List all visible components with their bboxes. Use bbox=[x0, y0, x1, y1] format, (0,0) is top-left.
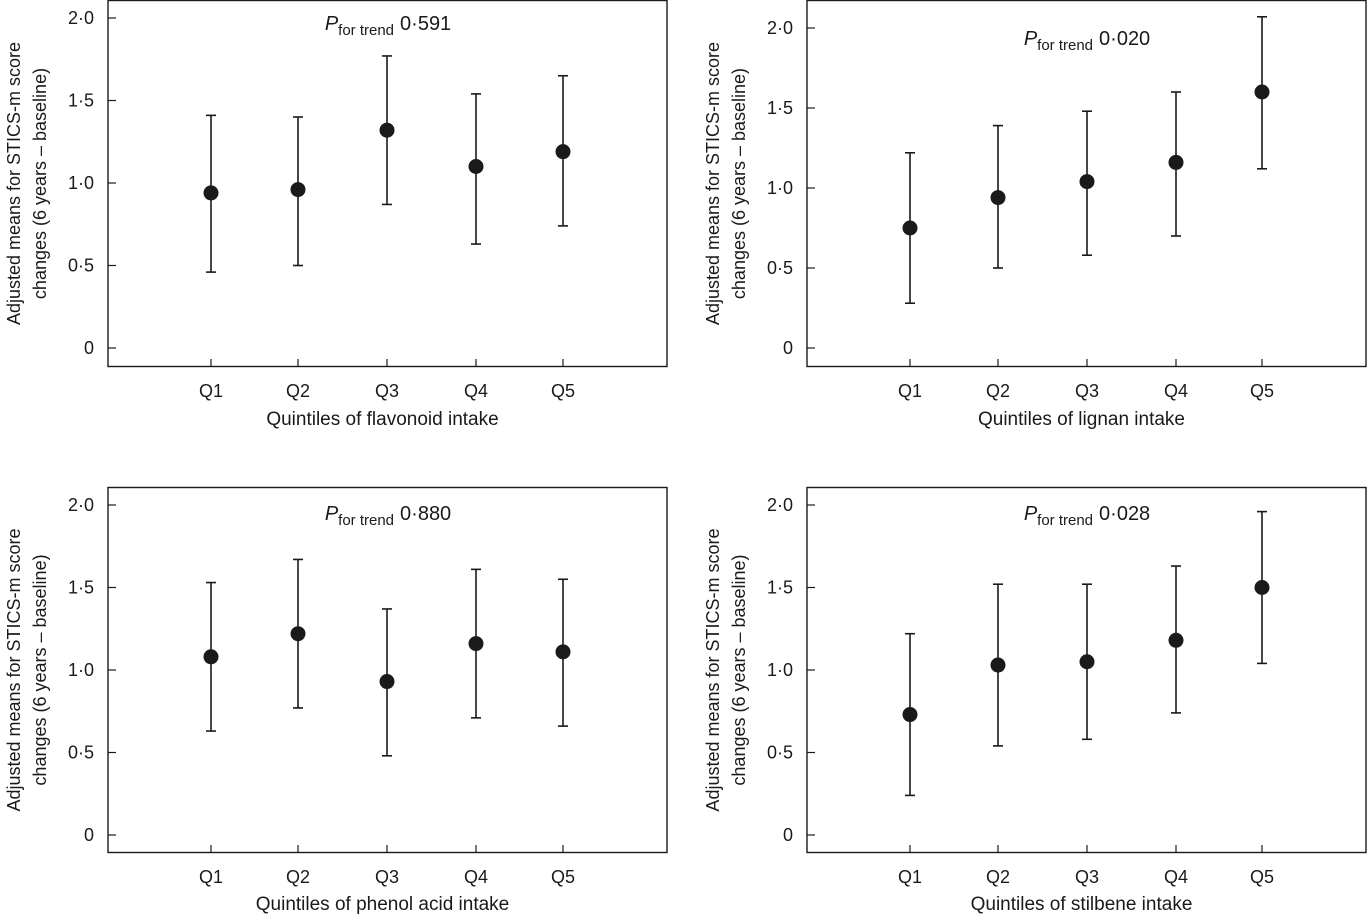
data-point bbox=[902, 220, 918, 236]
y-tick-label: 0·5 bbox=[767, 258, 793, 278]
p-value: 0·591 bbox=[400, 13, 451, 35]
data-point bbox=[468, 159, 484, 174]
y-tick-label: 1·5 bbox=[68, 91, 94, 111]
y-tick-label: 1·0 bbox=[767, 178, 793, 198]
p-symbol: P bbox=[1024, 28, 1038, 50]
y-tick-label: 2·0 bbox=[767, 18, 793, 38]
y-axis-label-line-2: changes (6 years – baseline) bbox=[729, 554, 749, 785]
y-tick-label: 1·0 bbox=[767, 660, 793, 680]
x-tick-label: Q4 bbox=[464, 381, 488, 401]
x-tick-label: Q3 bbox=[375, 381, 399, 401]
y-tick-label: 0·5 bbox=[68, 256, 94, 276]
y-axis-label-line-1: Adjusted means for STICS-m score bbox=[703, 528, 723, 811]
x-axis-label: Quintiles of stilbene intake bbox=[971, 894, 1193, 915]
x-tick-label: Q1 bbox=[898, 381, 922, 401]
x-tick-label: Q2 bbox=[286, 867, 310, 887]
data-point bbox=[990, 190, 1006, 206]
y-axis-label-line-2: changes (6 years – baseline) bbox=[30, 68, 50, 299]
p-symbol: P bbox=[325, 503, 339, 525]
x-tick-label: Q1 bbox=[199, 381, 223, 401]
x-tick-label: Q1 bbox=[199, 867, 223, 887]
data-point bbox=[203, 649, 219, 665]
data-point bbox=[290, 626, 306, 642]
y-tick-label: 0 bbox=[84, 338, 94, 358]
data-point bbox=[1079, 174, 1095, 190]
x-axis-label: Quintiles of flavonoid intake bbox=[266, 409, 498, 430]
x-tick-label: Q2 bbox=[986, 867, 1010, 887]
y-tick-label: 1·0 bbox=[68, 173, 94, 193]
p-symbol: P bbox=[325, 13, 339, 35]
x-tick-label: Q2 bbox=[286, 381, 310, 401]
chart-panel-1: 0 0·5 1·0 1·5 2·0 Q1 Q2 Q3 Q4 Q5 Quintiles of flav… bbox=[4, 0, 668, 430]
x-tick-label: Q4 bbox=[464, 867, 488, 887]
p-trend-annotation: Pfor trend 0·028 bbox=[1024, 503, 1150, 529]
p-value: 0·020 bbox=[1099, 28, 1150, 50]
y-tick-label: 0 bbox=[84, 825, 94, 845]
x-tick-label: Q3 bbox=[375, 867, 399, 887]
p-subscript: for trend bbox=[338, 512, 394, 529]
data-point bbox=[555, 144, 571, 160]
data-point bbox=[1168, 632, 1184, 648]
data-point bbox=[468, 636, 484, 652]
data-point bbox=[379, 674, 395, 690]
x-tick-label: Q5 bbox=[1250, 381, 1274, 401]
x-tick-label: Q4 bbox=[1164, 867, 1188, 887]
data-point bbox=[1168, 154, 1184, 170]
y-axis-label-line-2: changes (6 years – baseline) bbox=[729, 68, 749, 299]
y-tick-label: 0·5 bbox=[68, 743, 94, 763]
x-tick-label: Q2 bbox=[986, 381, 1010, 401]
y-tick-label: 1·0 bbox=[68, 660, 94, 680]
p-value: 0·028 bbox=[1099, 503, 1150, 525]
y-tick-label: 2·0 bbox=[767, 495, 793, 515]
x-tick-label: Q5 bbox=[551, 867, 575, 887]
y-axis-label-line-1: Adjusted means for STICS-m score bbox=[703, 42, 723, 325]
data-point bbox=[379, 122, 395, 138]
y-tick-label: 0 bbox=[783, 338, 793, 358]
chart-panel-4: 0 0·5 1·0 1·5 2·0 Q1 Q2 Q3 Q4 Q5 Quintiles of stil… bbox=[703, 486, 1367, 915]
p-subscript: for trend bbox=[338, 22, 394, 39]
p-value: 0·880 bbox=[400, 503, 451, 525]
y-axis-label-line-2: changes (6 years – baseline) bbox=[30, 554, 50, 785]
data-point bbox=[1254, 84, 1270, 100]
p-symbol: P bbox=[1024, 503, 1038, 525]
p-subscript: for trend bbox=[1037, 512, 1093, 529]
y-axis-label-line-1: Adjusted means for STICS-m score bbox=[4, 42, 24, 325]
data-point bbox=[990, 657, 1006, 673]
y-tick-label: 1·5 bbox=[68, 578, 94, 598]
x-tick-label: Q3 bbox=[1075, 381, 1099, 401]
y-tick-label: 2·0 bbox=[68, 495, 94, 515]
x-tick-label: Q5 bbox=[551, 381, 575, 401]
data-point bbox=[902, 707, 918, 723]
chart-panel-2: 0 0·5 1·0 1·5 2·0 Q1 Q2 Q3 Q4 Q5 Quintiles of lign… bbox=[703, 0, 1367, 430]
data-point bbox=[290, 182, 306, 198]
p-trend-annotation: Pfor trend 0·591 bbox=[325, 13, 451, 39]
x-tick-label: Q3 bbox=[1075, 867, 1099, 887]
p-subscript: for trend bbox=[1037, 37, 1093, 54]
y-tick-label: 2·0 bbox=[68, 8, 94, 28]
x-tick-label: Q1 bbox=[898, 867, 922, 887]
p-trend-annotation: Pfor trend 0·020 bbox=[1024, 28, 1150, 54]
x-axis-label: Quintiles of phenol acid intake bbox=[256, 894, 510, 915]
y-axis-label-line-1: Adjusted means for STICS-m score bbox=[4, 528, 24, 811]
x-tick-label: Q4 bbox=[1164, 381, 1188, 401]
data-point bbox=[555, 644, 571, 660]
data-point bbox=[203, 185, 219, 201]
y-tick-label: 0·5 bbox=[767, 743, 793, 763]
chart-panel-3: 0 0·5 1·0 1·5 2·0 Q1 Q2 Q3 Q4 Q5 Quintiles of phen… bbox=[4, 486, 668, 915]
p-trend-annotation: Pfor trend 0·880 bbox=[325, 503, 451, 529]
y-tick-label: 0 bbox=[783, 825, 793, 845]
data-point bbox=[1254, 580, 1270, 595]
y-tick-label: 1·5 bbox=[767, 98, 793, 118]
x-axis-label: Quintiles of lignan intake bbox=[978, 409, 1185, 430]
y-tick-label: 1·5 bbox=[767, 578, 793, 598]
x-tick-label: Q5 bbox=[1250, 867, 1274, 887]
data-point bbox=[1079, 654, 1095, 670]
